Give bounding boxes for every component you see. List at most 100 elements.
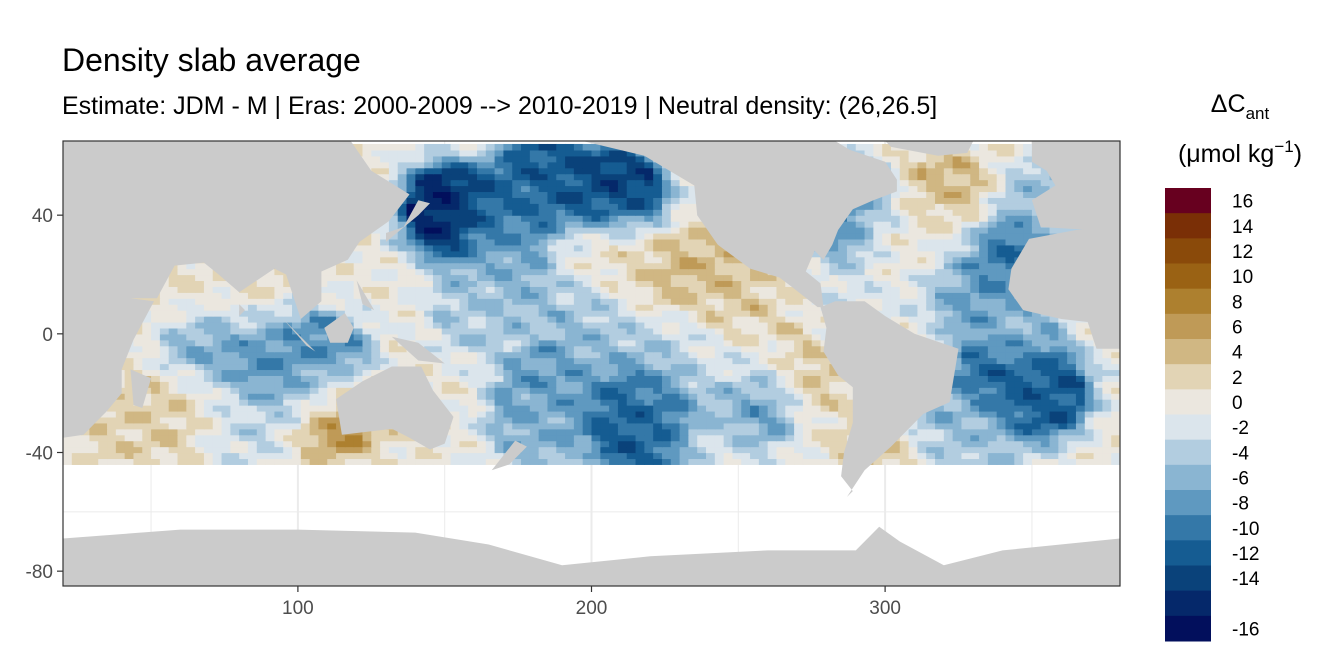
heatmap-cell — [635, 321, 645, 329]
heatmap-cell — [970, 232, 980, 240]
heatmap-cell — [415, 221, 425, 228]
heatmap-cell — [626, 363, 637, 371]
heatmap-cell — [1067, 458, 1077, 465]
heatmap-cell — [265, 292, 275, 299]
heatmap-cell — [1014, 399, 1024, 406]
heatmap-cell — [952, 304, 963, 311]
heatmap-cell — [1067, 227, 1077, 234]
heatmap-cell — [935, 316, 945, 323]
heatmap-cell — [565, 227, 575, 234]
heatmap-cell — [327, 345, 337, 353]
heatmap-cell — [142, 357, 152, 365]
heatmap-cell — [565, 405, 575, 412]
heatmap-cell — [750, 268, 760, 276]
heatmap-cell — [230, 446, 240, 454]
heatmap-cell — [318, 410, 328, 418]
heatmap-cell — [468, 399, 478, 406]
heatmap-cell — [688, 428, 698, 436]
heatmap-cell — [802, 440, 813, 448]
heatmap-cell — [459, 227, 469, 234]
heatmap-cell — [142, 405, 152, 412]
heatmap-cell — [529, 405, 540, 412]
heatmap-cell — [485, 280, 496, 287]
heatmap-cell — [617, 238, 628, 246]
heatmap-cell — [441, 333, 452, 341]
heatmap-cell — [838, 446, 848, 454]
heatmap-cell — [565, 321, 575, 329]
heatmap-cell — [459, 434, 469, 442]
heatmap-cell — [758, 351, 769, 359]
heatmap-cell — [679, 422, 689, 430]
heatmap-cell — [829, 422, 839, 430]
heatmap-cell — [1058, 321, 1068, 329]
heatmap-cell — [697, 298, 707, 305]
heatmap-cell — [635, 339, 645, 347]
heatmap-cell — [547, 345, 557, 353]
heatmap-cell — [388, 321, 399, 329]
heatmap-cell — [115, 393, 126, 400]
heatmap-cell — [521, 274, 531, 282]
heatmap-cell — [556, 351, 566, 359]
heatmap-cell — [1005, 232, 1015, 240]
heatmap-cell — [159, 333, 170, 341]
heatmap-cell — [723, 369, 734, 376]
heatmap-cell — [750, 339, 760, 347]
heatmap-cell — [573, 428, 584, 436]
heatmap-cell — [1075, 416, 1086, 424]
heatmap-cell — [362, 375, 372, 382]
heatmap-cell — [758, 333, 769, 341]
heatmap-cell — [1023, 333, 1033, 341]
heatmap-cell — [468, 221, 478, 228]
heatmap-cell — [195, 452, 205, 460]
heatmap-cell — [917, 221, 927, 228]
heatmap-cell — [565, 221, 575, 228]
heatmap-cell — [344, 381, 355, 388]
heatmap-cell — [1067, 405, 1077, 412]
heatmap-cell — [811, 321, 822, 329]
heatmap-cell — [820, 393, 830, 400]
heatmap-cell — [714, 416, 725, 424]
heatmap-cell — [327, 446, 337, 454]
heatmap-cell — [459, 393, 469, 400]
heatmap-cell — [177, 410, 187, 418]
heatmap-cell — [380, 262, 390, 270]
heatmap-cell — [318, 339, 328, 347]
heatmap-cell — [617, 399, 628, 406]
heatmap-cell — [556, 250, 566, 258]
heatmap-cell — [670, 416, 681, 424]
heatmap-cell — [256, 381, 267, 388]
heatmap-cell — [371, 232, 381, 240]
heatmap-cell — [177, 428, 187, 436]
heatmap-cell — [820, 327, 830, 335]
heatmap-cell — [441, 304, 452, 311]
heatmap-cell — [573, 416, 584, 424]
heatmap-cell — [811, 250, 822, 258]
heatmap-cell — [961, 221, 971, 228]
heatmap-cell — [212, 333, 223, 341]
heatmap-cell — [970, 458, 980, 465]
heatmap-cell — [802, 327, 813, 335]
heatmap-cell — [908, 316, 919, 323]
heatmap-cell — [1005, 399, 1015, 406]
heatmap-cell — [124, 452, 135, 460]
heatmap-cell — [529, 227, 540, 234]
heatmap-cell — [1084, 345, 1095, 353]
heatmap-cell — [380, 310, 390, 317]
heatmap-cell — [380, 232, 390, 240]
heatmap-cell — [794, 333, 804, 341]
heatmap-cell — [1023, 310, 1033, 317]
heatmap-cell — [600, 363, 610, 371]
heatmap-cell — [776, 428, 786, 436]
heatmap-cell — [424, 244, 434, 252]
heatmap-cell — [670, 387, 681, 394]
heatmap-cell — [1084, 327, 1095, 335]
heatmap-cell — [1084, 405, 1095, 412]
heatmap-cell — [538, 238, 549, 246]
heatmap-cell — [327, 428, 337, 436]
heatmap-cell — [1075, 440, 1086, 448]
heatmap-cell — [609, 375, 619, 382]
heatmap-cell — [573, 304, 584, 311]
heatmap-cell — [1023, 351, 1033, 359]
heatmap-cell — [706, 387, 716, 394]
heatmap-cell — [556, 339, 566, 347]
